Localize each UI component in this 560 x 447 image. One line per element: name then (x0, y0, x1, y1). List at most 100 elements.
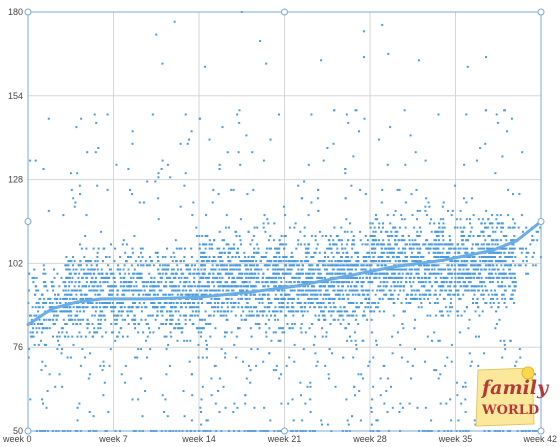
data-point (141, 281, 144, 284)
data-point (283, 235, 286, 237)
resize-handle[interactable] (281, 427, 288, 435)
data-point (213, 310, 216, 313)
data-point (399, 289, 402, 292)
data-point (457, 310, 459, 313)
data-point (176, 339, 179, 342)
data-point (325, 331, 328, 334)
data-point (179, 205, 182, 208)
data-point (27, 289, 30, 292)
data-point (197, 331, 200, 334)
data-point (309, 264, 312, 267)
data-point (100, 276, 103, 279)
data-point (347, 239, 350, 242)
data-point (350, 314, 353, 317)
data-point (425, 268, 427, 271)
data-point (78, 272, 81, 275)
data-point (249, 264, 252, 267)
resize-handle[interactable] (537, 218, 545, 225)
data-point (339, 310, 342, 313)
data-point (374, 276, 377, 279)
data-point (467, 235, 470, 237)
data-point (401, 323, 404, 325)
data-point (277, 276, 280, 279)
data-point (416, 209, 419, 212)
data-point (401, 406, 404, 409)
data-point (85, 297, 87, 300)
resize-handle[interactable] (537, 427, 545, 435)
data-point (504, 297, 507, 300)
data-point (442, 285, 445, 288)
data-point (240, 276, 243, 279)
data-point (459, 247, 462, 250)
data-point (381, 264, 384, 267)
data-point (198, 117, 201, 120)
data-point (413, 276, 416, 279)
data-point (512, 243, 515, 246)
data-point (372, 247, 375, 250)
resize-handle[interactable] (537, 8, 545, 16)
data-point (170, 318, 173, 321)
data-point (417, 272, 420, 275)
data-point (487, 218, 490, 221)
data-point (44, 302, 47, 304)
data-point (43, 285, 46, 288)
data-point (503, 302, 506, 304)
data-point (157, 272, 160, 275)
data-point (346, 243, 349, 246)
data-point (504, 272, 507, 275)
data-point (238, 109, 241, 112)
data-point (242, 289, 245, 292)
data-point (214, 327, 217, 330)
data-point (309, 381, 312, 384)
resize-handle[interactable] (281, 8, 288, 16)
data-point (150, 289, 153, 292)
resize-handle[interactable] (24, 427, 32, 435)
data-point (253, 264, 256, 267)
data-point (401, 218, 404, 221)
data-point (114, 247, 117, 250)
data-point (413, 348, 416, 351)
data-point (495, 264, 498, 267)
data-point (345, 256, 348, 258)
data-point (85, 260, 88, 263)
data-point (39, 323, 42, 325)
data-point (130, 310, 133, 313)
data-point (350, 285, 353, 288)
data-point (329, 323, 332, 325)
data-point (513, 289, 516, 292)
data-point (111, 331, 113, 334)
data-point (346, 230, 349, 233)
data-point (333, 297, 336, 300)
data-point (393, 272, 396, 275)
data-point (414, 260, 417, 263)
resize-handle[interactable] (24, 8, 32, 16)
data-point (383, 281, 386, 284)
data-point (186, 142, 189, 145)
data-point (111, 289, 114, 292)
data-point (227, 226, 230, 229)
data-point (256, 310, 259, 313)
data-point (383, 243, 386, 246)
data-point (444, 268, 447, 271)
data-point (235, 268, 238, 271)
data-point (104, 318, 107, 321)
data-point (433, 222, 436, 225)
data-point (435, 243, 437, 246)
data-point (388, 289, 391, 292)
data-point (190, 247, 193, 250)
data-point (134, 302, 136, 304)
data-point (244, 281, 247, 284)
data-point (62, 306, 65, 309)
data-point (167, 276, 170, 279)
data-point (142, 285, 145, 288)
data-point (354, 318, 357, 321)
data-point (397, 256, 400, 258)
data-point (127, 323, 130, 325)
data-point (377, 285, 380, 288)
data-point (227, 247, 230, 250)
data-point (254, 268, 257, 271)
data-point (223, 239, 226, 242)
data-point (433, 243, 436, 246)
resize-handle[interactable] (24, 218, 32, 225)
data-point (439, 373, 442, 376)
